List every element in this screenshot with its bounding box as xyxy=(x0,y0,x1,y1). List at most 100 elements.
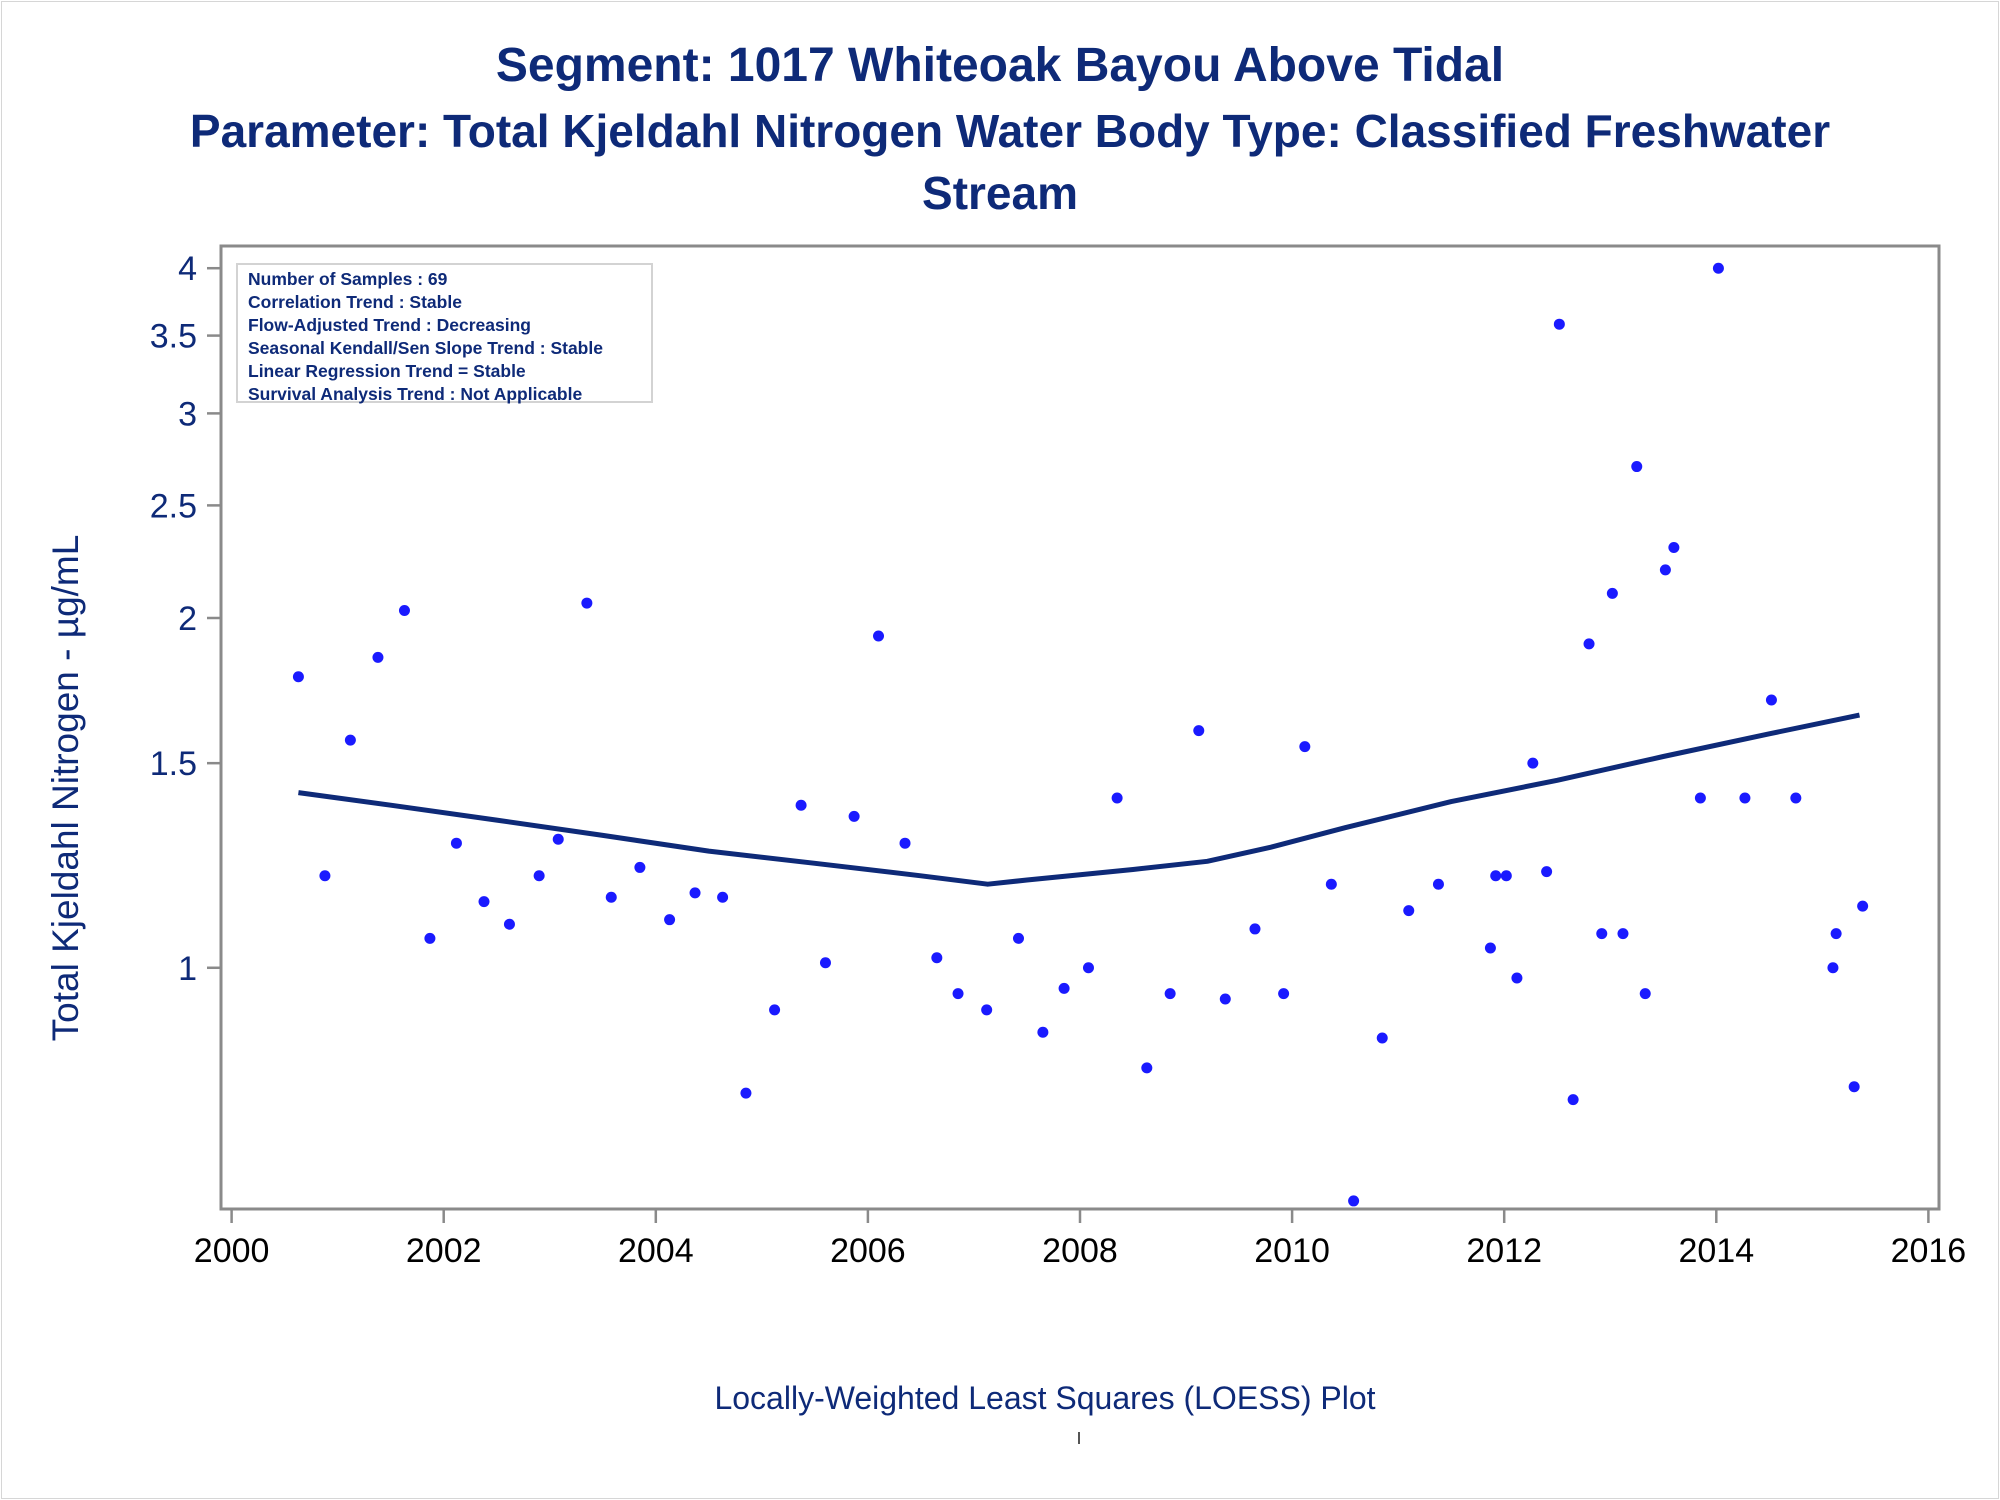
data-point xyxy=(533,870,545,882)
x-axis: 2000 2002 2004 2006 2008 2010 2012 2014 2016 xyxy=(194,1209,1966,1270)
data-point xyxy=(1765,694,1777,706)
loess-curve xyxy=(298,712,1861,887)
data-point xyxy=(1325,878,1337,890)
x-tick-label: 2014 xyxy=(1678,1232,1754,1270)
data-point xyxy=(552,833,564,845)
loess-curve-group xyxy=(298,712,1861,887)
data-point xyxy=(1596,928,1608,940)
data-point xyxy=(1484,942,1496,954)
data-point xyxy=(1376,1032,1388,1044)
data-point xyxy=(1249,923,1261,935)
data-point xyxy=(1348,1195,1360,1207)
y-tick-label: 4 xyxy=(178,250,197,288)
y-tick-label: 1.5 xyxy=(150,745,197,783)
x-tick-label: 2016 xyxy=(1891,1232,1967,1270)
data-point xyxy=(605,891,617,903)
data-point xyxy=(1432,878,1444,890)
data-point xyxy=(795,799,807,811)
data-point xyxy=(319,870,331,882)
data-point xyxy=(952,988,964,1000)
data-point xyxy=(1606,587,1618,599)
data-point xyxy=(1012,932,1024,944)
y-tick-label: 3 xyxy=(178,395,197,433)
data-point xyxy=(1541,866,1553,878)
data-point xyxy=(1164,988,1176,1000)
stat-linear-regression-trend: Linear Regression Trend = Stable xyxy=(248,361,526,381)
data-point xyxy=(1712,262,1724,274)
y-axis-label-group: Total Kjeldahl Nitrogen - µg/mL xyxy=(45,535,86,1042)
x-tick-label: 2000 xyxy=(194,1232,270,1270)
data-point xyxy=(1857,900,1869,912)
data-point xyxy=(1631,461,1643,473)
x-tick-label: 2010 xyxy=(1254,1232,1330,1270)
data-point xyxy=(1219,993,1231,1005)
data-point xyxy=(1848,1081,1860,1093)
plot-area xyxy=(219,244,1941,1211)
data-point xyxy=(1827,962,1839,974)
trend-statistics-box: Number of Samples : 69 Correlation Trend… xyxy=(236,263,653,404)
data-point xyxy=(1830,928,1842,940)
data-point xyxy=(689,887,701,899)
data-point xyxy=(292,671,304,683)
data-point xyxy=(1111,792,1123,804)
data-point xyxy=(1668,541,1680,553)
data-point xyxy=(1193,725,1205,737)
data-point xyxy=(372,651,384,663)
stat-correlation-trend: Correlation Trend : Stable xyxy=(248,292,462,312)
y-tick-label: 1 xyxy=(178,950,197,988)
data-point xyxy=(398,604,410,616)
stat-flow-adjusted-trend: Flow-Adjusted Trend : Decreasing xyxy=(248,315,531,335)
data-point xyxy=(450,837,462,849)
y-tick-label: 3.5 xyxy=(150,318,197,356)
stat-sample-count: Number of Samples : 69 xyxy=(248,269,448,289)
data-point xyxy=(1278,988,1290,1000)
x-tick-label: 2012 xyxy=(1466,1232,1542,1270)
data-point xyxy=(1037,1026,1049,1038)
footnote: Locally-Weighted Least Squares (LOESS) P… xyxy=(714,1380,1376,1416)
data-point xyxy=(1567,1094,1579,1106)
data-point xyxy=(1553,318,1565,330)
data-point xyxy=(769,1004,781,1016)
data-point xyxy=(1583,638,1595,650)
data-point xyxy=(819,957,831,969)
data-point xyxy=(503,918,515,930)
data-point xyxy=(1500,870,1512,882)
data-point xyxy=(424,932,436,944)
data-point xyxy=(717,891,729,903)
data-point xyxy=(1739,792,1751,804)
data-point xyxy=(931,952,943,964)
data-point xyxy=(1639,988,1651,1000)
x-tick-label: 2006 xyxy=(830,1232,906,1270)
x-tick-label: 2002 xyxy=(406,1232,482,1270)
y-axis-label: Total Kjeldahl Nitrogen - µg/mL xyxy=(45,535,86,1042)
data-point xyxy=(1299,741,1311,753)
data-point xyxy=(1082,962,1094,974)
chart-subtitle-continued: Stream xyxy=(922,167,1078,219)
data-point xyxy=(848,810,860,822)
data-point xyxy=(1659,564,1671,576)
stat-survival-analysis-trend: Survival Analysis Trend : Not Applicable xyxy=(248,384,583,404)
data-point xyxy=(873,630,885,642)
y-axis: 1 1.5 2 2.5 3 3.5 4 xyxy=(150,250,221,988)
chart-title: Segment: 1017 Whiteoak Bayou Above Tidal xyxy=(495,39,1505,92)
data-point xyxy=(1527,757,1539,769)
data-points xyxy=(292,262,1869,1207)
y-tick-label: 2 xyxy=(178,600,197,638)
data-point xyxy=(1058,982,1070,994)
data-point xyxy=(1617,928,1629,940)
data-point xyxy=(344,734,356,746)
stat-seasonal-kendall-trend: Seasonal Kendall/Sen Slope Trend : Stabl… xyxy=(248,338,603,358)
footnote-tick-mark xyxy=(1078,1432,1080,1444)
chart-subtitle: Parameter: Total Kjeldahl Nitrogen Water… xyxy=(189,105,1831,157)
data-point xyxy=(1141,1062,1153,1074)
data-point xyxy=(581,597,593,609)
data-point xyxy=(634,861,646,873)
data-point xyxy=(740,1087,752,1099)
data-point xyxy=(1490,870,1502,882)
data-point xyxy=(478,896,490,908)
data-point xyxy=(1511,972,1523,984)
y-tick-label: 2.5 xyxy=(150,487,197,525)
data-point xyxy=(664,914,676,926)
